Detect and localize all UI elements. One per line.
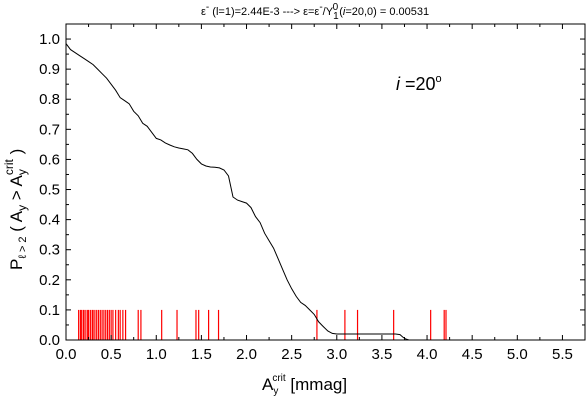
y-tick-label: 0.1	[39, 302, 60, 319]
x-tick-label: 1.5	[191, 346, 212, 363]
x-tick-label: 5.5	[552, 346, 573, 363]
y-axis-label: Pℓ > 2 ( Ay > Aycrit )	[2, 149, 29, 270]
x-tick-label: 0.0	[56, 346, 77, 363]
x-tick-label: 3.5	[371, 346, 392, 363]
x-tick-label: 3.0	[326, 346, 347, 363]
x-axis: 0.0 0.5 1.0 1.5 2.0 2.5 3.0 3.5 4.0 4.5 5.0 5.5	[56, 24, 573, 363]
x-tick-label: 5.0	[507, 346, 528, 363]
y-tick-label: 0.3	[39, 242, 60, 259]
y-tick-label: 1.0	[39, 31, 60, 48]
x-tick-label: 4.0	[417, 346, 438, 363]
probability-curve	[65, 43, 410, 341]
x-tick-label: 2.0	[236, 346, 257, 363]
plot-area	[65, 43, 447, 341]
x-tick-label: 1.0	[146, 346, 167, 363]
plot-frame	[65, 23, 586, 341]
x-axis-label: Aycrit [mmag]	[262, 373, 347, 397]
chart-title: ε- (l=1)=2.44E-3 ---> ε=ε-/Y10(i=20,0) =…	[201, 2, 429, 22]
y-tick-label: 0.0	[39, 332, 60, 349]
y-tick-label: 0.2	[39, 272, 60, 289]
y-tick-label: 0.9	[39, 61, 60, 78]
y-tick-label: 0.8	[39, 91, 60, 108]
y-axis: 0.0 0.1 0.2 0.3 0.4 0.5 0.6 0.7 0.8 0.9 1.0	[39, 31, 585, 349]
y-tick-label: 0.5	[39, 182, 60, 199]
y-tick-label: 0.6	[39, 151, 60, 168]
y-tick-label: 0.4	[39, 212, 60, 229]
y-tick-label: 0.7	[39, 121, 60, 138]
x-tick-label: 0.5	[101, 346, 122, 363]
x-tick-label: 4.5	[462, 346, 483, 363]
x-tick-label: 2.5	[281, 346, 302, 363]
inclination-annotation: i =20o	[396, 73, 442, 94]
